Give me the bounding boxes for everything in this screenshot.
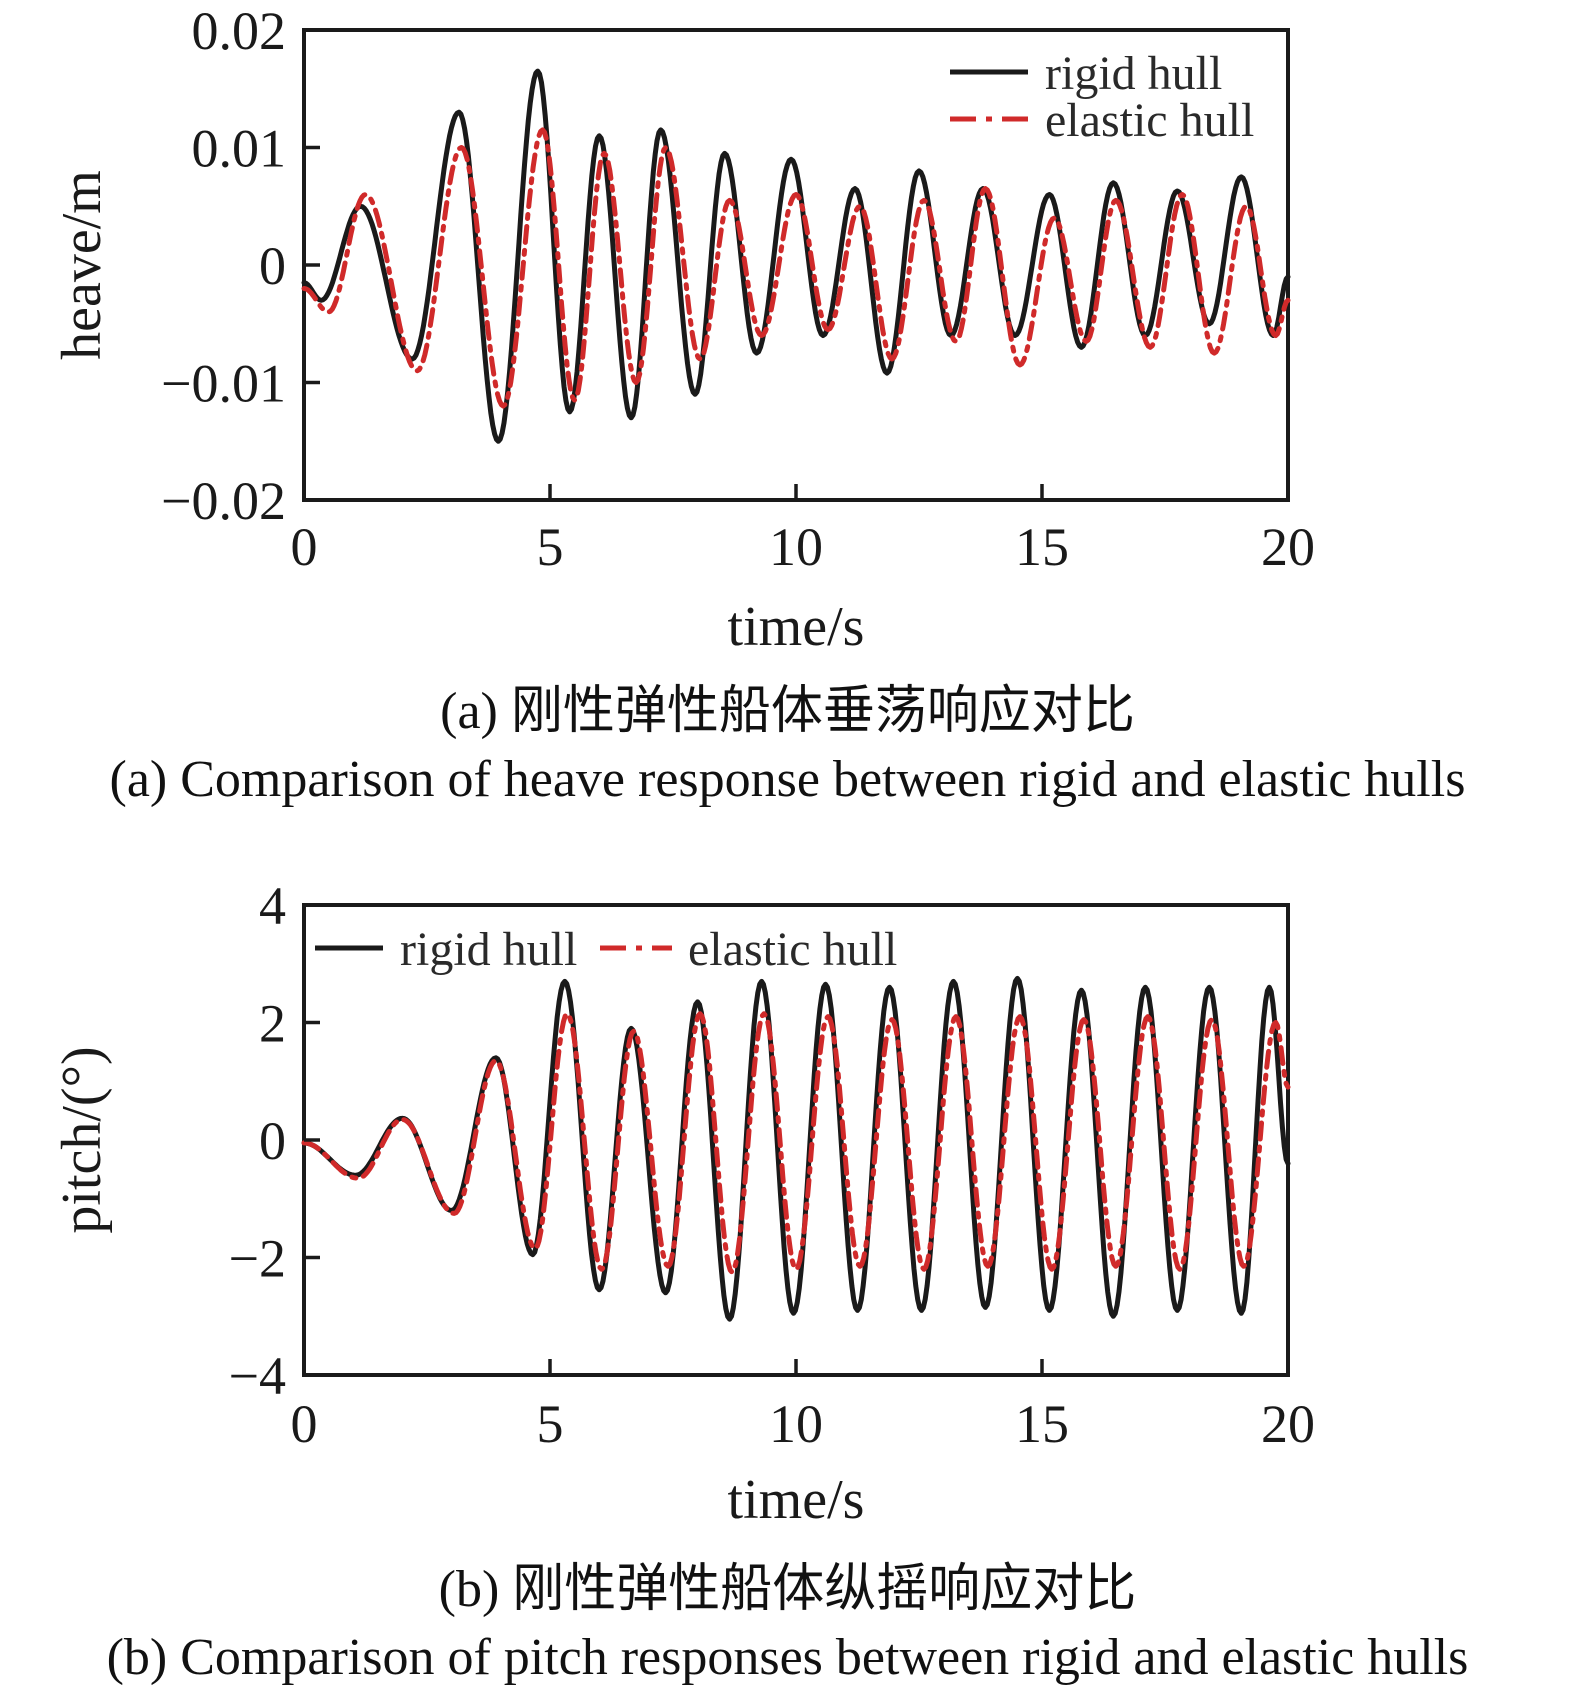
x-tick-label: 20: [1261, 517, 1315, 577]
pitch-x-axis-label: time/s: [728, 1469, 865, 1531]
y-tick-label: −4: [229, 1346, 286, 1406]
caption-b-chinese: (b) 刚性弹性船体纵摇响应对比: [438, 1561, 1137, 1618]
heave-legend: rigid hull elastic hull: [950, 47, 1254, 147]
x-tick-label: 10: [769, 1394, 823, 1454]
x-tick-label: 5: [537, 1394, 564, 1454]
heave-chart: heave/m time/s rigid hull elastic hull 0…: [51, 1, 1315, 658]
y-tick-label: −0.02: [161, 471, 286, 531]
caption-a-chinese: (a) 刚性弹性船体垂荡响应对比: [440, 683, 1135, 740]
pitch-legend: rigid hull elastic hull: [315, 923, 897, 976]
y-tick-label: 0.02: [192, 1, 287, 61]
x-tick-label: 20: [1261, 1394, 1315, 1454]
x-tick-label: 15: [1015, 517, 1069, 577]
heave-elastic-hull-line: [301, 127, 1291, 409]
legend-label-rigid: rigid hull: [1045, 47, 1222, 100]
y-tick-label: 4: [259, 876, 286, 936]
heave-x-axis-label: time/s: [728, 596, 865, 658]
y-tick-label: −0.01: [161, 354, 286, 414]
x-tick-label: 15: [1015, 1394, 1069, 1454]
y-tick-label: −2: [229, 1229, 286, 1289]
x-tick-label: 5: [537, 517, 564, 577]
y-tick-label: 0: [259, 1111, 286, 1171]
caption-a-english: (a) Comparison of heave response between…: [109, 751, 1466, 808]
x-tick-label: 0: [291, 1394, 318, 1454]
y-tick-label: 0: [259, 236, 286, 296]
legend-label-rigid: rigid hull: [400, 923, 577, 976]
y-tick-label: 0.01: [192, 119, 287, 179]
pitch-elastic-hull-line: [301, 1011, 1291, 1275]
pitch-y-axis-label: pitch/(°): [51, 1046, 113, 1233]
y-tick-label: 2: [259, 994, 286, 1054]
caption-b-english: (b) Comparison of pitch responses betwee…: [106, 1629, 1469, 1686]
heave-y-axis-label: heave/m: [51, 170, 113, 360]
x-tick-label: 0: [291, 517, 318, 577]
legend-label-elastic: elastic hull: [1045, 94, 1254, 147]
pitch-chart: pitch/(°) time/s rigid hull elastic hull…: [51, 876, 1315, 1531]
legend-label-elastic: elastic hull: [688, 923, 897, 976]
x-tick-label: 10: [769, 517, 823, 577]
